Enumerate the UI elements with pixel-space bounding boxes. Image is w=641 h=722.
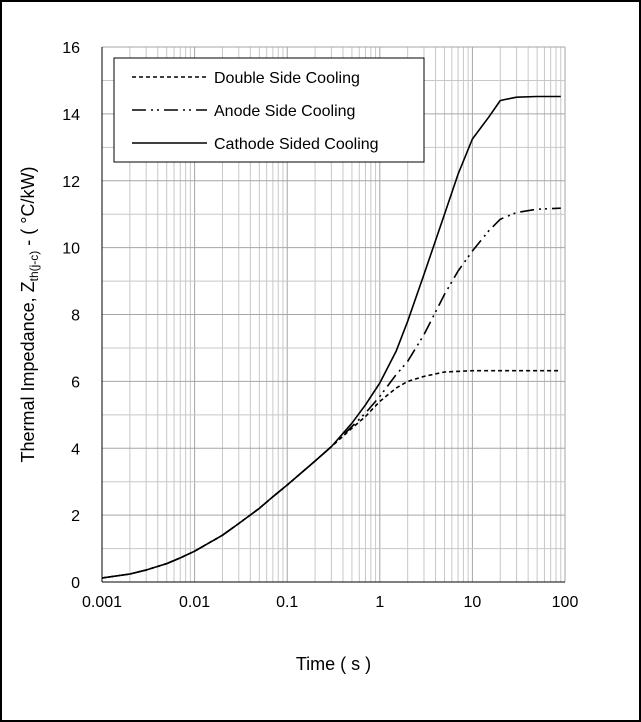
axes — [101, 47, 565, 583]
y-axis-title-sub: th(j-c) — [27, 251, 41, 282]
legend: Double Side Cooling Anode Side Cooling Cat… — [113, 57, 425, 163]
y-tick-label: 12 — [62, 174, 80, 191]
y-axis-title-tail: - ( °C/kW) — [18, 167, 38, 251]
series-lines — [101, 95, 561, 579]
y-tick-label: 2 — [71, 508, 80, 525]
y-tick-label: 14 — [62, 107, 80, 124]
y-tick-label: 4 — [71, 441, 80, 458]
x-tick-label: 100 — [552, 594, 579, 611]
y-tick-label: 10 — [62, 241, 80, 258]
y-tick-label: 16 — [62, 40, 80, 57]
series-line-cathode-sided-cooling — [101, 95, 561, 579]
x-tick-label: 0.01 — [179, 594, 210, 611]
legend-label: Anode Side Cooling — [214, 103, 355, 120]
series-line-anode-side-cooling — [101, 207, 561, 579]
x-axis-title: Time ( s ) — [296, 654, 371, 674]
y-axis-title: Thermal Impedance, Zth(j-c) - ( °C/kW) — [18, 167, 41, 463]
legend-label: Double Side Cooling — [214, 70, 360, 87]
y-tick-label: 6 — [71, 374, 80, 391]
y-axis-title-main: Thermal Impedance, Z — [18, 281, 38, 462]
y-tick-label: 8 — [71, 308, 80, 325]
x-tick-label: 0.1 — [276, 594, 298, 611]
y-tick-label: 0 — [71, 575, 80, 592]
x-tick-label: 10 — [464, 594, 482, 611]
tick-labels: 0.001 0.01 0.1 1 10 100 0 2 4 6 8 10 12 14 16 — [62, 40, 578, 611]
legend-label: Cathode Sided Cooling — [214, 136, 379, 153]
x-tick-label: 0.001 — [82, 594, 122, 611]
x-tick-label: 1 — [375, 594, 384, 611]
